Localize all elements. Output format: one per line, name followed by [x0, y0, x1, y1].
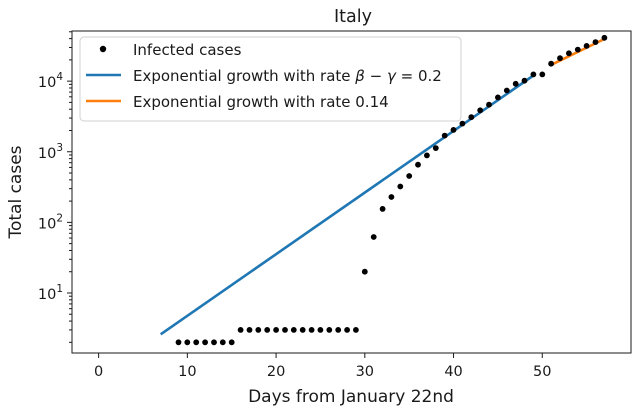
data-point	[193, 339, 200, 346]
data-point	[219, 339, 226, 346]
data-points	[175, 34, 608, 346]
data-point	[344, 327, 350, 333]
y-tick-label: 101	[38, 283, 63, 303]
data-point	[557, 55, 563, 62]
data-point	[202, 339, 209, 346]
data-point	[335, 327, 342, 333]
data-point	[539, 71, 546, 78]
legend-marker-infected	[99, 45, 107, 53]
plot-frame	[71, 30, 632, 354]
data-point	[548, 60, 554, 67]
data-point	[459, 120, 466, 127]
data-point	[503, 87, 510, 94]
x-tick-label: 40	[444, 364, 462, 380]
data-point	[264, 327, 271, 333]
data-point	[299, 327, 306, 333]
data-point	[601, 34, 608, 41]
y-tick-label: 102	[38, 212, 63, 232]
data-point	[388, 194, 395, 200]
data-point	[521, 77, 528, 84]
x-tick-label: 50	[533, 364, 551, 380]
data-point	[415, 161, 421, 168]
data-point	[512, 80, 519, 87]
legend-label-blue: Exponential growth with rate β − γ = 0.2	[133, 67, 442, 85]
y-axis: 101 102 103 104	[38, 31, 72, 343]
legend: Infected cases Exponential growth with r…	[79, 36, 462, 122]
data-point	[237, 327, 244, 333]
y-tick-label: 104	[38, 71, 63, 91]
data-point	[468, 114, 475, 121]
x-axis: 0 10 20 30 40 50	[94, 353, 551, 380]
data-point	[290, 327, 297, 333]
data-point	[432, 145, 439, 152]
y-tick-label: 103	[38, 142, 63, 162]
data-point	[353, 327, 359, 333]
data-point	[486, 101, 492, 108]
data-point	[370, 234, 377, 240]
data-point	[477, 107, 484, 114]
legend-box	[79, 36, 462, 122]
data-point	[317, 327, 324, 333]
data-point	[583, 43, 590, 49]
x-tick-label: 0	[94, 364, 103, 380]
chart-title: Italy	[334, 7, 372, 27]
x-tick-label: 20	[267, 364, 285, 380]
data-point	[574, 46, 581, 53]
legend-label-infected: Infected cases	[133, 41, 242, 59]
data-point	[282, 327, 288, 333]
data-point	[211, 339, 217, 346]
data-point	[566, 50, 572, 57]
data-point	[379, 206, 386, 212]
data-point	[308, 327, 315, 333]
data-point	[441, 132, 448, 139]
data-point	[592, 39, 599, 45]
x-tick-label: 30	[356, 364, 374, 380]
data-point	[326, 327, 333, 333]
data-point	[273, 327, 279, 333]
data-point	[246, 327, 253, 333]
data-point	[228, 339, 235, 346]
legend-label-orange: Exponential growth with rate 0.14	[133, 93, 389, 111]
data-point	[184, 339, 191, 346]
data-point	[530, 71, 537, 78]
x-axis-label: Days from January 22nd	[248, 387, 454, 407]
data-point	[397, 183, 404, 190]
data-point	[450, 126, 457, 133]
data-point	[255, 327, 262, 333]
data-point	[361, 268, 368, 275]
data-point	[495, 94, 501, 101]
data-point	[406, 173, 413, 179]
y-axis-label: Total cases	[6, 145, 26, 239]
x-tick-label: 10	[178, 364, 196, 380]
data-point	[424, 152, 430, 159]
data-point	[175, 339, 182, 346]
